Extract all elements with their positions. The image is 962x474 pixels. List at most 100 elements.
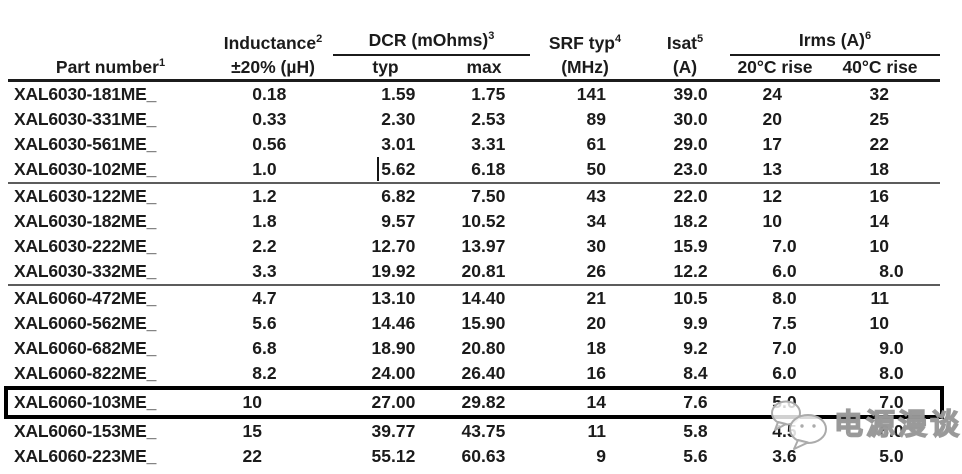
cell-l: 6.8 (252, 338, 277, 358)
cell-srf: 30 (586, 236, 606, 256)
cell-l: 0.56 (252, 134, 287, 154)
cell-i40: 32 (869, 84, 889, 104)
cell-i20: 6.0 (772, 261, 797, 281)
cell-part-number: XAL6030-122ME_ (14, 186, 157, 206)
cell-max: 15.90 (461, 313, 506, 333)
cell-isat: 18.2 (673, 211, 708, 231)
cell-isat: 9.2 (683, 338, 708, 358)
cell-part-number: XAL6060-103ME_ (14, 392, 157, 412)
cell-i20: 8.0 (772, 288, 797, 308)
cell-i40: 7.0 (879, 392, 904, 412)
table-body: XAL6030-181ME_ 0.18 1.59 1.75 141 39.0 24 32 XAL… (4, 82, 944, 469)
cell-max: 1.75 (471, 84, 506, 104)
highlight-box: XAL6060-103ME_ 10 27.00 29.82 14 7.6 5.0 7.0 (4, 386, 944, 419)
cell-i20: 6.0 (772, 363, 797, 383)
cell-l: 1.0 (252, 159, 277, 179)
cell-typ: 27.00 (371, 392, 416, 412)
text-cursor[interactable] (377, 157, 379, 181)
cell-isat: 10.5 (673, 288, 708, 308)
cell-typ: 55.12 (371, 446, 416, 466)
cell-i40: 22 (869, 134, 889, 154)
table-row: XAL6060-822ME_ 8.2 24.00 26.40 16 8.4 6.0 8.0 (8, 361, 940, 386)
cell-srf: 20 (586, 313, 606, 333)
table-row: XAL6060-472ME_ 4.7 13.10 14.40 21 10.5 8.0 11 (8, 286, 940, 311)
table-row: XAL6030-561ME_ 0.56 3.01 3.31 61 29.0 17 22 (8, 132, 940, 157)
cell-part-number: XAL6030-181ME_ (14, 84, 157, 104)
cell-srf: 43 (586, 186, 606, 206)
cell-i40: 18 (869, 159, 889, 179)
table-header-row-2: Part number1 ±20% (µH) typ max (MHz) (A)… (8, 51, 940, 77)
cell-i40: 10 (869, 236, 889, 256)
cell-i40: 11 (870, 288, 890, 308)
cell-max: 13.97 (461, 236, 506, 256)
cell-i40: 8.0 (879, 261, 904, 281)
cell-l: 2.2 (252, 236, 277, 256)
cell-l: 10 (242, 392, 262, 412)
cell-max: 60.63 (461, 446, 506, 466)
cell-part-number: XAL6060-562ME_ (14, 313, 157, 333)
cell-part-number: XAL6060-822ME_ (14, 363, 157, 383)
cell-part-number: XAL6060-153ME_ (14, 421, 157, 441)
cell-part-number: XAL6060-472ME_ (14, 288, 157, 308)
cell-i20: 10 (762, 211, 782, 231)
cell-srf: 141 (576, 84, 606, 104)
cell-max: 7.50 (471, 186, 506, 206)
cell-typ: 9.57 (381, 211, 416, 231)
header-inductance-units: ±20% (µH) (231, 56, 315, 77)
cell-max: 26.40 (461, 363, 506, 383)
cell-i40: 6.0 (879, 421, 904, 441)
cell-srf: 34 (586, 211, 606, 231)
cell-srf: 89 (586, 109, 606, 129)
cell-max: 14.40 (461, 288, 506, 308)
cell-srf: 11 (587, 421, 607, 441)
datasheet-table: Inductance2 DCR (mOhms)3 SRF typ4 Isat5 … (4, 24, 944, 469)
cell-typ: 2.30 (381, 109, 416, 129)
table-row: XAL6030-331ME_ 0.33 2.30 2.53 89 30.0 20 25 (8, 107, 940, 132)
cell-srf: 18 (586, 338, 606, 358)
cell-i20: 4.5 (772, 421, 797, 441)
cell-max: 6.18 (471, 159, 506, 179)
cell-i20: 17 (762, 134, 782, 154)
cell-isat: 5.6 (683, 446, 708, 466)
cell-typ: 19.92 (371, 261, 416, 281)
cell-i40: 5.0 (879, 446, 904, 466)
table-row: XAL6030-122ME_ 1.2 6.82 7.50 43 22.0 12 16 (8, 184, 940, 209)
header-irms-40c: 40°C rise (842, 56, 918, 77)
cell-i20: 7.5 (772, 313, 797, 333)
cell-max: 10.52 (461, 211, 506, 231)
cell-typ: 18.90 (371, 338, 416, 358)
cell-l: 0.18 (252, 84, 287, 104)
cell-max: 20.81 (461, 261, 506, 281)
cell-i20: 7.0 (772, 236, 797, 256)
cell-l: 1.8 (252, 211, 277, 231)
cell-typ: 3.01 (381, 134, 416, 154)
cell-part-number: XAL6030-561ME_ (14, 134, 157, 154)
cell-typ: 6.82 (381, 186, 416, 206)
cell-max: 3.31 (471, 134, 506, 154)
cell-l: 1.2 (252, 186, 277, 206)
header-dcr-group: DCR (mOhms)3 (333, 24, 530, 56)
table-row: XAL6030-182ME_ 1.8 9.57 10.52 34 18.2 10 14 (8, 209, 940, 234)
cell-i40: 9.0 (879, 338, 904, 358)
cell-i40: 25 (869, 109, 889, 129)
table-row: XAL6060-682ME_ 6.8 18.90 20.80 18 9.2 7.0 9.0 (8, 336, 940, 361)
cell-typ: 24.00 (371, 363, 416, 383)
cell-srf: 14 (586, 392, 606, 412)
cell-isat: 22.0 (673, 186, 708, 206)
cell-max: 43.75 (461, 421, 506, 441)
cell-i40: 16 (869, 186, 889, 206)
cell-part-number: XAL6060-682ME_ (14, 338, 157, 358)
cell-typ: 5.62 (381, 159, 416, 179)
cell-srf: 9 (596, 446, 606, 466)
group-separator (8, 182, 940, 184)
cell-l: 3.3 (252, 261, 277, 281)
header-irms-20c: 20°C rise (737, 56, 813, 77)
cell-max: 2.53 (471, 109, 506, 129)
table-row: XAL6060-103ME_ 10 27.00 29.82 14 7.6 5.0 7.0 (8, 390, 940, 415)
cell-typ: 13.10 (371, 288, 416, 308)
cell-i20: 12 (762, 186, 782, 206)
header-srf: SRF typ4 (548, 32, 622, 53)
cell-srf: 16 (586, 363, 606, 383)
cell-part-number: XAL6030-102ME_ (14, 159, 157, 179)
cell-typ: 12.70 (371, 236, 416, 256)
